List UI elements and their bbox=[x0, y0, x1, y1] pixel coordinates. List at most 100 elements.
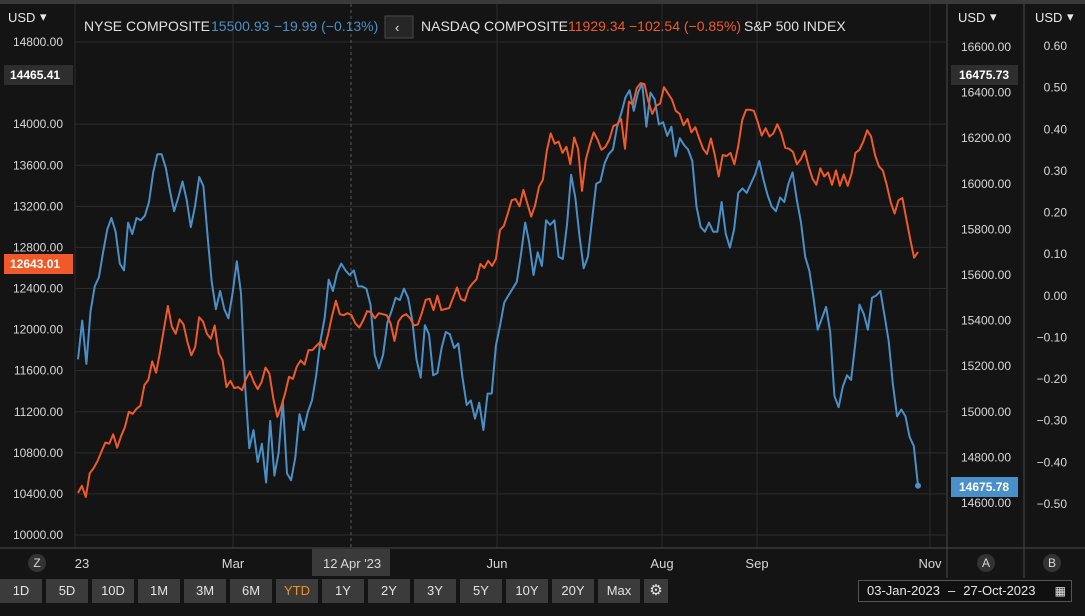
right-axis-tick-label: −0.40 bbox=[1037, 455, 1068, 469]
crosshair-date-text: 12 Apr '23 bbox=[323, 556, 381, 571]
mid-axis-tick-label: 16600.00 bbox=[961, 40, 1011, 54]
left-axis-tick-label: 10800.00 bbox=[13, 446, 63, 460]
x-axis-tick-label: Jun bbox=[487, 556, 508, 571]
calendar-icon[interactable]: ▦ bbox=[1054, 584, 1066, 598]
range-button-6m[interactable]: 6M bbox=[230, 579, 272, 603]
left-axis-tick-label: 13200.00 bbox=[13, 199, 63, 213]
range-button-1m[interactable]: 1M bbox=[138, 579, 180, 603]
range-button-5d[interactable]: 5D bbox=[46, 579, 88, 603]
z-axis-badge[interactable] bbox=[28, 554, 46, 572]
x-axis-tick-label: Aug bbox=[650, 556, 673, 571]
nyse-legend-name[interactable]: NYSE COMPOSITE bbox=[84, 18, 210, 34]
chevron-down-icon[interactable]: ▾ bbox=[1067, 9, 1074, 24]
range-button-3m[interactable]: 3M bbox=[184, 579, 226, 603]
nasdaq-last-tag-text: 12643.01 bbox=[10, 257, 60, 271]
mid-axis-tick-label: 14600.00 bbox=[961, 496, 1011, 510]
gear-icon[interactable]: ⚙ bbox=[644, 579, 668, 603]
left-axis-tick-label: 11600.00 bbox=[14, 364, 63, 378]
legend-back-button[interactable] bbox=[384, 15, 414, 39]
nyse-legend-value: 15500.93 bbox=[211, 18, 270, 34]
range-buttons: 1D 5D 10D 1M 3M 6M YTD 1Y 2Y 3Y 5Y 10Y 20Y Max bbox=[0, 579, 644, 603]
range-button-2y[interactable]: 2Y bbox=[368, 579, 410, 603]
left-axis-tick-label: 14800.00 bbox=[13, 35, 63, 49]
x-axis-tick-label: Sep bbox=[745, 556, 768, 571]
right-axis-tick-label: −0.20 bbox=[1037, 372, 1068, 386]
x-axis-tick-label: Mar bbox=[222, 556, 245, 571]
right-axis-tick-label: −0.30 bbox=[1037, 414, 1068, 428]
a-badge-label: A bbox=[982, 556, 990, 570]
date-range-field[interactable]: 03-Jan-2023 – 27-Oct-2023 ▦ bbox=[858, 580, 1072, 602]
right-axis-tick-label: 0.40 bbox=[1044, 122, 1068, 136]
range-button-1y[interactable]: 1Y bbox=[322, 579, 364, 603]
x-axis-tick-label: Nov bbox=[918, 556, 942, 571]
left-axis-tick-label: 12000.00 bbox=[13, 323, 63, 337]
right-currency-select[interactable]: USD bbox=[1035, 10, 1062, 25]
range-button-ytd[interactable]: YTD bbox=[276, 579, 318, 603]
mid-axis-tick-label: 14800.00 bbox=[961, 450, 1011, 464]
mid-currency-select[interactable]: USD bbox=[958, 10, 985, 25]
mid-top-tag-text: 16475.73 bbox=[959, 68, 1009, 82]
left-axis: 14800.00 14000.00 13600.00 13200.00 12800.00… bbox=[13, 35, 63, 542]
nasdaq-legend-value: 11929.34 bbox=[568, 18, 626, 34]
left-currency-select[interactable]: USD bbox=[8, 10, 35, 25]
x-axis: 23 Mar Jun Aug Sep Nov bbox=[75, 556, 942, 571]
date-separator: – bbox=[948, 583, 956, 598]
range-button-1d[interactable]: 1D bbox=[0, 579, 42, 603]
right-axis-tick-label: 0.60 bbox=[1044, 39, 1068, 53]
range-button-5y[interactable]: 5Y bbox=[460, 579, 502, 603]
b-badge-label: B bbox=[1048, 556, 1056, 570]
chevron-left-icon[interactable]: ‹ bbox=[395, 20, 399, 35]
right-axis-tick-label: 0.50 bbox=[1044, 81, 1068, 95]
left-axis-tick-label: 12400.00 bbox=[13, 282, 63, 296]
date-from[interactable]: 03-Jan-2023 bbox=[867, 583, 940, 598]
nyse-series-line[interactable] bbox=[77, 82, 919, 486]
chart-background bbox=[0, 4, 1085, 578]
right-axis-tick-label: −0.50 bbox=[1037, 497, 1068, 511]
nasdaq-last-tag bbox=[4, 254, 73, 274]
mid-axis-tick-label: 15400.00 bbox=[961, 314, 1011, 328]
nyse-last-tag-text: 14675.78 bbox=[959, 480, 1009, 494]
sp500-legend-name[interactable]: S&P 500 INDEX bbox=[744, 18, 846, 34]
right-axis-tick-label: 0.00 bbox=[1044, 289, 1068, 303]
nyse-last-tag bbox=[951, 477, 1018, 497]
right-axis-tick-label: 0.10 bbox=[1044, 247, 1068, 261]
left-axis-tick-label: 13600.00 bbox=[13, 158, 63, 172]
x-axis-tick-label: 23 bbox=[75, 556, 89, 571]
date-to[interactable]: 27-Oct-2023 bbox=[963, 583, 1036, 598]
mid-axis-tick-label: 15800.00 bbox=[961, 222, 1011, 236]
nasdaq-legend-change: −102.54 (−0.85%) bbox=[629, 18, 741, 34]
left-axis-tick-label: 11200.00 bbox=[14, 405, 63, 419]
series-layer bbox=[77, 82, 921, 498]
chevron-down-icon[interactable]: ▾ bbox=[40, 9, 47, 24]
left-top-tag bbox=[4, 65, 73, 85]
right-axis-tick-label: −0.10 bbox=[1037, 330, 1068, 344]
range-button-3y[interactable]: 3Y bbox=[414, 579, 456, 603]
range-button-10d[interactable]: 10D bbox=[92, 579, 134, 603]
mid-axis-tick-label: 15200.00 bbox=[961, 359, 1011, 373]
left-top-tag-text: 14465.41 bbox=[10, 68, 60, 82]
range-button-10y[interactable]: 10Y bbox=[506, 579, 548, 603]
mid-axis: 16600.00 16400.00 16200.00 16000.00 15800.00… bbox=[961, 40, 1011, 510]
z-badge-label: Z bbox=[33, 556, 40, 570]
mid-axis-tick-label: 15600.00 bbox=[961, 268, 1011, 282]
right-axis-tick-label: 0.20 bbox=[1044, 206, 1068, 220]
chevron-down-icon[interactable]: ▾ bbox=[990, 9, 997, 24]
range-button-20y[interactable]: 20Y bbox=[552, 579, 594, 603]
mid-axis-tick-label: 16200.00 bbox=[961, 131, 1011, 145]
crosshair-date-tag bbox=[312, 549, 390, 576]
grid-layer bbox=[74, 4, 946, 548]
nyse-last-point bbox=[915, 482, 921, 489]
mid-top-tag bbox=[951, 65, 1018, 85]
left-axis-tick-label: 10000.00 bbox=[13, 528, 63, 542]
top-strip bbox=[0, 0, 1085, 4]
nasdaq-legend-name[interactable]: NASDAQ COMPOSITE bbox=[421, 18, 568, 34]
chart[interactable]: 14800.00 14000.00 13600.00 13200.00 12800.00… bbox=[0, 0, 1085, 578]
b-axis-badge[interactable] bbox=[1043, 554, 1061, 572]
mid-axis-tick-label: 16400.00 bbox=[961, 86, 1011, 100]
nasdaq-series-line[interactable] bbox=[77, 82, 919, 498]
range-button-max[interactable]: Max bbox=[598, 579, 640, 603]
a-axis-badge[interactable] bbox=[977, 554, 995, 572]
right-axis: 0.60 0.50 0.40 0.30 0.20 0.10 0.00 −0.10 −0.20 −0… bbox=[1037, 39, 1068, 511]
right-axis-tick-label: 0.30 bbox=[1044, 164, 1068, 178]
range-toolbar: 1D 5D 10D 1M 3M 6M YTD 1Y 2Y 3Y 5Y 10Y 20Y Max ⚙ bbox=[0, 578, 1085, 604]
